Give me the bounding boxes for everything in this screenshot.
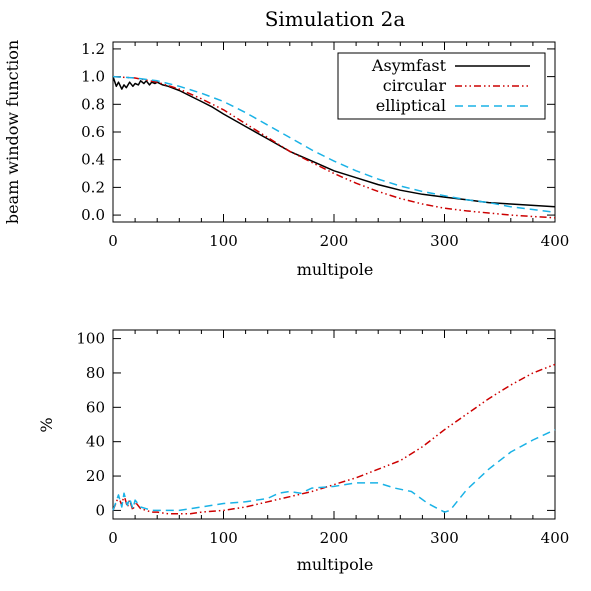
series-group-top bbox=[112, 75, 556, 219]
series-line-asymfast bbox=[112, 76, 556, 208]
y-tick-label: 0.0 bbox=[81, 206, 105, 224]
series-line-elliptical bbox=[112, 429, 556, 513]
y-tick-label: 100 bbox=[76, 330, 105, 348]
y-tick-label: 0.8 bbox=[81, 95, 105, 113]
series-group-bottom bbox=[112, 363, 556, 515]
xlabel-top: multipole bbox=[297, 260, 374, 279]
y-tick-label: 1.0 bbox=[81, 68, 105, 86]
legend-label-asymfast: Asymfast bbox=[371, 56, 447, 75]
x-tick-label: 400 bbox=[541, 232, 570, 250]
y-tick-label: 0.6 bbox=[81, 123, 105, 141]
x-tick-label: 0 bbox=[108, 232, 118, 250]
x-tick-label: 200 bbox=[320, 232, 349, 250]
axes-top: 0 100 200 300 400 0.0 0.2 0.4 0.6 0.8 1.0 1.2 bbox=[81, 40, 569, 250]
y-tick-label: 1.2 bbox=[81, 40, 105, 58]
series-line-elliptical bbox=[112, 75, 556, 214]
axes-bottom: 0 100 200 300 400 0 20 40 60 80 100 bbox=[76, 330, 569, 547]
x-tick-label: 100 bbox=[209, 232, 238, 250]
legend-label-elliptical: elliptical bbox=[376, 96, 446, 115]
legend-label-circular: circular bbox=[383, 76, 447, 95]
y-tick-label: 60 bbox=[86, 398, 105, 416]
x-tick-label: 300 bbox=[430, 529, 459, 547]
x-tick-label: 200 bbox=[320, 529, 349, 547]
y-tick-label: 0.2 bbox=[81, 178, 105, 196]
y-tick-label: 20 bbox=[86, 467, 105, 485]
legend-box bbox=[337, 52, 546, 120]
panel-bottom: 0 100 200 300 400 0 20 40 60 80 100 multipole % bbox=[37, 329, 569, 574]
x-tick-label: 400 bbox=[541, 529, 570, 547]
y-tick-label: 40 bbox=[86, 433, 105, 451]
plot-frame-bottom bbox=[112, 329, 556, 520]
xlabel-bottom: multipole bbox=[297, 555, 374, 574]
y-tick-label: 0 bbox=[95, 501, 105, 519]
x-tick-label: 100 bbox=[209, 529, 238, 547]
ylabel-bottom: % bbox=[37, 417, 56, 432]
y-tick-label: 0.4 bbox=[81, 151, 105, 169]
ylabel-top: beam window function bbox=[3, 40, 22, 224]
series-line-circular bbox=[112, 363, 556, 515]
x-tick-label: 0 bbox=[108, 529, 118, 547]
panel-top: Simulation 2a 0 100 200 300 4000.00.20.40.60… bbox=[3, 7, 569, 279]
y-tick-label: 80 bbox=[86, 364, 105, 382]
x-tick-label: 300 bbox=[430, 232, 459, 250]
legend: Asymfast circular elliptical bbox=[337, 52, 546, 120]
chart-title: Simulation 2a bbox=[265, 7, 406, 31]
